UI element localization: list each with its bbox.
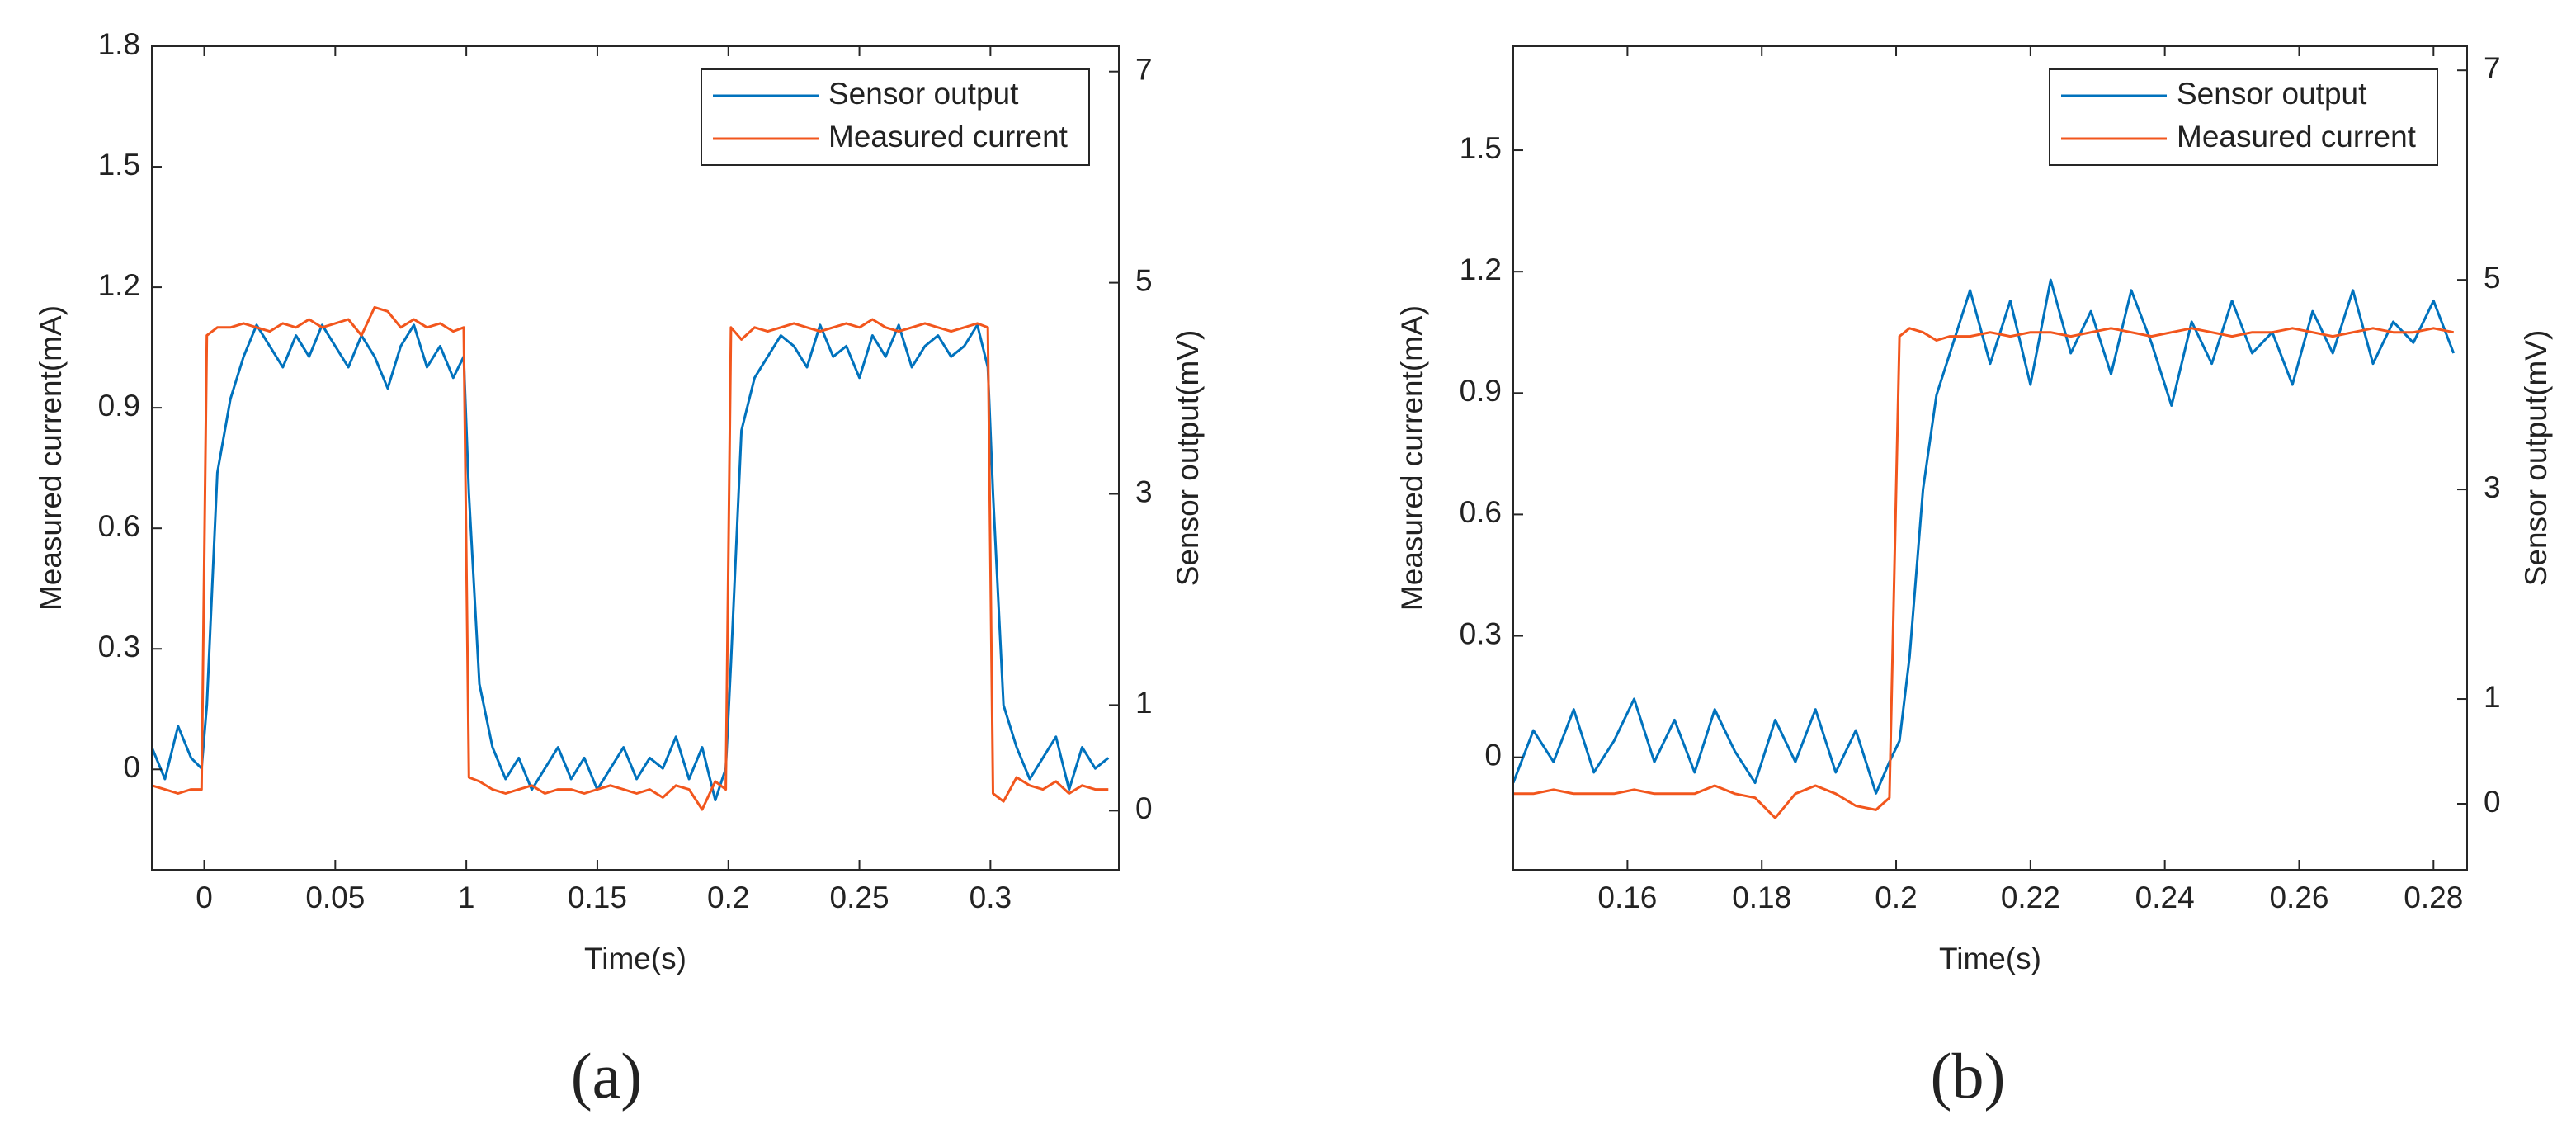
y-tick-label: 1.2 (98, 268, 140, 302)
y-tick-label: 1.5 (1460, 131, 1502, 165)
y-tick-label: 0 (1484, 738, 1502, 772)
data-line (151, 305, 1109, 811)
y2-tick-label: 3 (1135, 475, 1153, 508)
x-tick-label: 0.2 (1875, 881, 1917, 914)
legend-label: Measured current (2177, 120, 2417, 153)
data-line (1512, 278, 2456, 795)
y-tick-label: 1.5 (98, 148, 140, 182)
axes-frame (1512, 45, 2468, 871)
legend-box (701, 68, 1090, 166)
plot-area (1513, 46, 2467, 870)
y2-tick-label: 1 (2484, 680, 2501, 714)
y-tick-label: 0.6 (1460, 495, 1502, 529)
legend-label: Measured current (828, 120, 1069, 153)
x-tick-label: 0.15 (568, 881, 627, 914)
x-tick-label: 1 (458, 881, 475, 914)
x-tick-label: 0.16 (1597, 881, 1657, 914)
y-tick-label: 0.3 (1460, 616, 1502, 650)
axes-frame (151, 45, 1120, 871)
y2-tick-label: 0 (1135, 791, 1153, 825)
data-line (150, 323, 1110, 802)
x-tick-label: 0.24 (2135, 881, 2195, 914)
y-tick-label: 0.3 (98, 630, 140, 663)
x-tick-label: 0 (196, 881, 213, 914)
y-tick-label: 0 (123, 750, 140, 784)
y2-axis-label: Sensor output(mV) (2519, 330, 2553, 587)
y2-tick-label: 3 (2484, 470, 2501, 504)
x-tick-label: 0.05 (305, 881, 365, 914)
y2-tick-label: 0 (2484, 785, 2501, 819)
x-tick-label: 0.22 (2001, 881, 2060, 914)
x-axis-label: Time(s) (584, 942, 686, 975)
legend-label: Sensor output (2177, 77, 2367, 111)
x-tick-label: 0.3 (970, 881, 1012, 914)
data-line (1513, 327, 2454, 819)
legend-label: Sensor output (828, 77, 1019, 111)
y-tick-label: 0.6 (98, 509, 140, 543)
y2-tick-label: 5 (2484, 261, 2501, 295)
x-tick-label: 0.26 (2269, 881, 2328, 914)
x-tick-label: 0.2 (707, 881, 749, 914)
y2-tick-label: 1 (1135, 686, 1153, 720)
y-tick-label: 0.9 (98, 389, 140, 423)
x-tick-label: 0.25 (830, 881, 889, 914)
y2-axis-label: Sensor output(mV) (1171, 330, 1205, 587)
legend-box (2049, 68, 2438, 166)
plot-area (152, 46, 1119, 870)
y2-tick-label: 5 (1135, 263, 1153, 297)
x-tick-label: 0.28 (2404, 881, 2463, 914)
y-axis-label: Measured current(mA) (34, 305, 68, 611)
x-tick-label: 0.18 (1732, 881, 1791, 914)
caption: (b) (1931, 1040, 2006, 1112)
y-axis-label: Measured current(mA) (1395, 305, 1429, 611)
caption: (a) (571, 1040, 643, 1112)
y-tick-label: 1.2 (1460, 253, 1502, 286)
y-tick-label: 0.9 (1460, 374, 1502, 408)
x-axis-label: Time(s) (1939, 942, 2041, 975)
y2-tick-label: 7 (1135, 52, 1153, 86)
y-tick-label: 1.8 (98, 27, 140, 61)
y2-tick-label: 7 (2484, 51, 2501, 85)
